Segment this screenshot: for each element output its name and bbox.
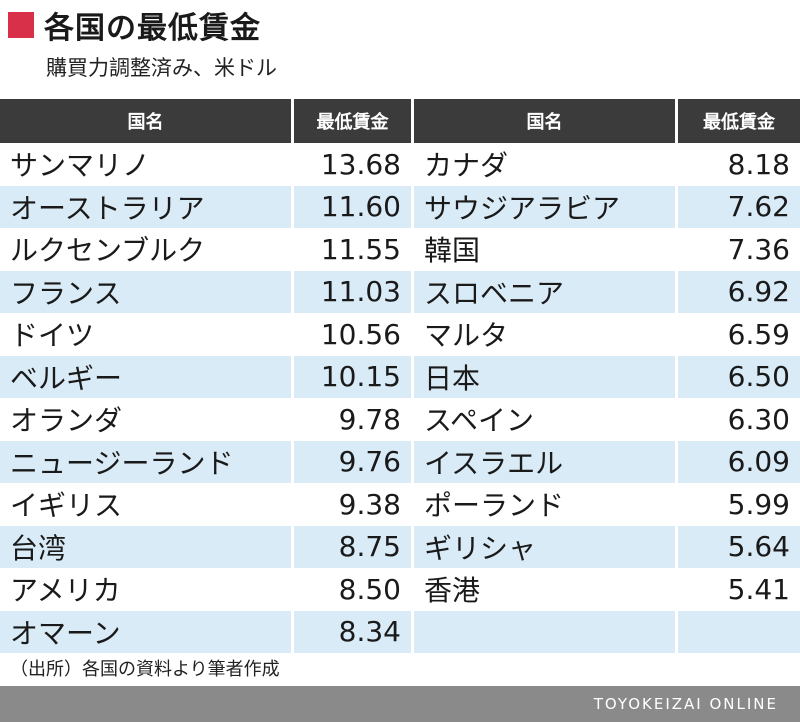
wage-value-left: 11.60	[294, 185, 414, 228]
source-note: （出所）各国の資料より筆者作成	[10, 659, 280, 680]
table-row: フランス 11.03 スロベニア 6.92	[0, 270, 800, 313]
page-subtitle: 購買力調整済み、米ドル	[46, 56, 277, 80]
country-name-left: オマーン	[0, 610, 294, 653]
country-name-right: 韓国	[414, 228, 678, 271]
wage-value-left: 10.15	[294, 355, 414, 398]
wage-value-left: 8.34	[294, 610, 414, 653]
table-row: オーストラリア 11.60 サウジアラビア 7.62	[0, 185, 800, 228]
table-row: ニュージーランド 9.76 イスラエル 6.09	[0, 440, 800, 483]
table-row: ルクセンブルク 11.55 韓国 7.36	[0, 228, 800, 271]
country-name-left: ニュージーランド	[0, 440, 294, 483]
wage-value-right: 5.41	[678, 568, 800, 611]
country-name-right: マルタ	[414, 313, 678, 356]
wage-value-right: 7.36	[678, 228, 800, 271]
table-row: オマーン 8.34	[0, 610, 800, 653]
table-row: ドイツ 10.56 マルタ 6.59	[0, 313, 800, 356]
country-name-right: サウジアラビア	[414, 185, 678, 228]
country-name-left: ベルギー	[0, 355, 294, 398]
table-row: イギリス 9.38 ポーランド 5.99	[0, 483, 800, 526]
table-body: サンマリノ 13.68 カナダ 8.18 オーストラリア 11.60 サウジアラビア 7.62…	[0, 143, 800, 653]
wage-value-left: 11.55	[294, 228, 414, 271]
header-wage-left: 最低賃金	[294, 99, 414, 143]
country-name-right: 日本	[414, 355, 678, 398]
country-name-right: ポーランド	[414, 483, 678, 526]
country-name-left: アメリカ	[0, 568, 294, 611]
wage-value-right: 6.59	[678, 313, 800, 356]
wage-value-left: 11.03	[294, 270, 414, 313]
country-name-left: オーストラリア	[0, 185, 294, 228]
wage-value-right: 5.64	[678, 525, 800, 568]
country-name-left: ルクセンブルク	[0, 228, 294, 271]
wage-value-right: 6.30	[678, 398, 800, 441]
wage-value-left: 9.38	[294, 483, 414, 526]
country-name-right: イスラエル	[414, 440, 678, 483]
wage-value-right	[678, 610, 800, 653]
country-name-left: フランス	[0, 270, 294, 313]
wage-table: 国名 最低賃金 国名 最低賃金 サンマリノ 13.68 カナダ 8.18 オーストラリア…	[0, 99, 800, 653]
country-name-right: 香港	[414, 568, 678, 611]
table-row: ベルギー 10.15 日本 6.50	[0, 355, 800, 398]
table-row: 台湾 8.75 ギリシャ 5.64	[0, 525, 800, 568]
header-country-right: 国名	[414, 99, 678, 143]
country-name-left: 台湾	[0, 525, 294, 568]
wage-value-right: 5.99	[678, 483, 800, 526]
table-row: オランダ 9.78 スペイン 6.30	[0, 398, 800, 441]
wage-value-right: 8.18	[678, 143, 800, 186]
country-name-right: ギリシャ	[414, 525, 678, 568]
footer-bar: TOYOKEIZAI ONLINE	[0, 686, 800, 722]
wage-value-right: 6.50	[678, 355, 800, 398]
table-row: サンマリノ 13.68 カナダ 8.18	[0, 143, 800, 186]
wage-value-left: 9.76	[294, 440, 414, 483]
country-name-left: ドイツ	[0, 313, 294, 356]
wage-value-left: 8.75	[294, 525, 414, 568]
country-name-left: オランダ	[0, 398, 294, 441]
table-header-row: 国名 最低賃金 国名 最低賃金	[0, 99, 800, 143]
footer-brand: TOYOKEIZAI ONLINE	[593, 695, 778, 713]
wage-value-right: 6.09	[678, 440, 800, 483]
wage-value-right: 7.62	[678, 185, 800, 228]
country-name-right: スロベニア	[414, 270, 678, 313]
table-row: アメリカ 8.50 香港 5.41	[0, 568, 800, 611]
wage-value-left: 10.56	[294, 313, 414, 356]
wage-value-left: 13.68	[294, 143, 414, 186]
country-name-left: サンマリノ	[0, 143, 294, 186]
wage-value-left: 8.50	[294, 568, 414, 611]
title-row: 各国の最低賃金	[0, 0, 261, 50]
header-wage-right: 最低賃金	[678, 99, 800, 143]
country-name-right: カナダ	[414, 143, 678, 186]
wage-value-left: 9.78	[294, 398, 414, 441]
wage-table-container: 国名 最低賃金 国名 最低賃金 サンマリノ 13.68 カナダ 8.18 オーストラリア…	[0, 99, 800, 653]
country-name-right: スペイン	[414, 398, 678, 441]
page-title: 各国の最低賃金	[44, 11, 261, 46]
country-name-left: イギリス	[0, 483, 294, 526]
country-name-right	[414, 610, 678, 653]
header-country-left: 国名	[0, 99, 294, 143]
title-marker	[8, 12, 34, 38]
wage-value-right: 6.92	[678, 270, 800, 313]
